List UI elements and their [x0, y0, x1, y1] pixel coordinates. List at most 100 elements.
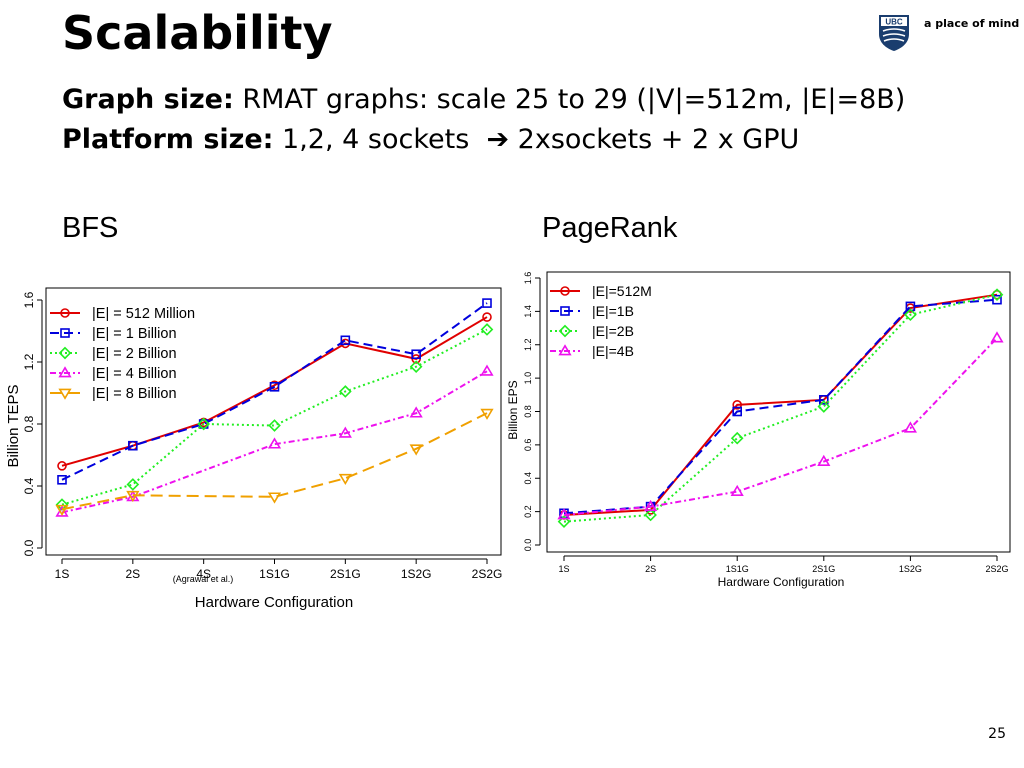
- pagerank-legend-marker: [560, 286, 570, 296]
- bfs-data-point: [482, 312, 492, 322]
- bfs-legend-marker: [60, 328, 70, 338]
- bfs-legend-label: |E| = 1 Billion: [92, 326, 177, 342]
- bfs-data-point: [480, 364, 494, 376]
- platform-size-line: Platform size: 1,2, 4 sockets ➔ 2xsocket…: [62, 126, 799, 153]
- bfs-x-tick-label: 1S: [55, 567, 70, 581]
- bfs-x-tick-label: 2S: [125, 567, 140, 581]
- bfs-data-point: [197, 417, 210, 431]
- graph-size-label: Graph size:: [62, 84, 234, 115]
- pagerank-data-point: [818, 395, 829, 405]
- bfs-x-axis-label: Hardware Configuration: [195, 594, 353, 611]
- bfs-data-point: [126, 478, 140, 491]
- bfs-plot-frame: [45, 287, 502, 556]
- ubc-logo: UBC: [879, 15, 909, 51]
- bfs-series-line: [61, 328, 488, 506]
- pagerank-y-tick-label: 1.2: [523, 338, 533, 351]
- bfs-data-point: [269, 381, 280, 392]
- bfs-y-tick-label: 1.2: [22, 353, 36, 370]
- bfs-y-tick-label: 0.8: [22, 415, 36, 432]
- pagerank-legend-marker: [558, 344, 572, 356]
- bfs-data-point: [55, 504, 69, 517]
- pagerank-y-tick-label: 0.4: [523, 472, 533, 485]
- bfs-x-tick-label: 2S1G: [330, 567, 361, 581]
- bfs-legend-label: |E| = 8 Billion: [92, 386, 177, 402]
- bfs-legend: |E| = 512 Million |E| = 1 Billion |E| = 2 …: [50, 306, 195, 402]
- platform-size-text: 1,2, 4 sockets: [273, 124, 470, 155]
- bfs-data-point: [339, 385, 352, 398]
- pagerank-series-line: [563, 337, 998, 516]
- pagerank-y-tick-label: 1.4: [523, 305, 533, 318]
- pagerank-y-axis-label: Billion EPS: [506, 380, 520, 439]
- pagerank-series-line: [563, 293, 998, 516]
- pagerank-y-tick-label: 0.8: [523, 405, 533, 418]
- page-number: 25: [988, 726, 1006, 742]
- pagerank-data-point: [903, 421, 918, 433]
- tagline: a place of mind: [924, 17, 1020, 30]
- pagerank-data-point: [817, 454, 831, 466]
- bfs-data-point: [482, 298, 492, 308]
- bfs-series-line: [61, 302, 488, 481]
- slide-title: Scalability: [62, 6, 333, 60]
- pagerank-legend-marker: [560, 306, 570, 316]
- bfs-x-tick-label: 4S: [196, 567, 211, 581]
- bfs-x-tick-label: 1S1G: [259, 567, 290, 581]
- bfs-x-tick-label: 2S2G: [472, 567, 503, 581]
- pagerank-x-axis-label: Hardware Configuration: [718, 575, 845, 589]
- bfs-data-point: [126, 490, 140, 503]
- bfs-data-point: [57, 474, 67, 485]
- bfs-y-tick-label: 0.0: [22, 539, 36, 556]
- bfs-x-tick-label: 1S2G: [401, 567, 432, 581]
- platform-size-label: Platform size:: [62, 124, 274, 155]
- bfs-annotation: (Agrawal et al.): [173, 574, 234, 584]
- logo-text: UBC: [885, 18, 903, 27]
- bfs-legend-marker: [58, 388, 72, 400]
- bfs-series-line: [61, 412, 488, 511]
- bfs-data-point: [338, 426, 352, 438]
- pagerank-data-point: [992, 294, 1002, 305]
- pagerank-data-point: [730, 484, 744, 497]
- pagerank-y-tick-label: 1.6: [523, 272, 533, 285]
- pagerank-x-tick-label: 2S1G: [812, 564, 835, 574]
- pagerank-legend-marker: [558, 324, 572, 338]
- bfs-data-point: [55, 498, 69, 511]
- bfs-legend-label: |E| = 512 Million: [92, 306, 195, 322]
- bfs-legend-label: |E| = 4 Billion: [92, 366, 177, 382]
- bfs-series-1: [57, 298, 492, 485]
- pagerank-legend-label: |E|=2B: [592, 323, 634, 339]
- bfs-series-4: [55, 408, 494, 517]
- pagerank-x-tick-label: 2S: [645, 564, 656, 574]
- pagerank-legend-label: |E|=512M: [592, 283, 652, 299]
- pagerank-data-point: [557, 508, 571, 520]
- bfs-series-2: [55, 323, 494, 511]
- pagerank-plot-frame: [546, 271, 1011, 553]
- pagerank-chart-label: PageRank: [542, 212, 678, 244]
- graph-size-text: RMAT graphs: scale 25 to 29 (|V|=512m, |…: [233, 84, 906, 115]
- bfs-data-point: [409, 360, 423, 373]
- pagerank-y-tick-label: 0.2: [523, 505, 533, 518]
- bfs-data-point: [411, 349, 421, 360]
- bfs-data-point: [480, 323, 494, 336]
- bfs-data-point: [338, 473, 352, 486]
- pagerank-series-3: [557, 331, 1004, 520]
- pagerank-data-point: [557, 515, 571, 528]
- graph-size-line: Graph size: RMAT graphs: scale 25 to 29 …: [62, 86, 905, 113]
- bfs-legend-marker: [58, 346, 72, 360]
- bfs-data-point: [340, 335, 351, 346]
- pagerank-data-point: [732, 406, 743, 417]
- bfs-legend-label: |E| = 2 Billion: [92, 346, 177, 362]
- pagerank-legend: |E|=512M |E|=1B |E|=2B |E|=4B: [550, 283, 652, 359]
- right-arrow-icon: ➔: [469, 124, 518, 155]
- pagerank-y-tick-label: 0.6: [523, 439, 533, 452]
- bfs-y-tick-label: 1.6: [22, 291, 36, 308]
- bfs-data-point: [409, 444, 423, 456]
- pagerank-data-point: [643, 499, 658, 512]
- bfs-series-line: [61, 370, 488, 514]
- bfs-y-tick-label: 0.4: [22, 477, 36, 494]
- platform-size-after: 2xsockets + 2 x GPU: [517, 124, 800, 155]
- pagerank-data-point: [904, 308, 917, 322]
- pagerank-data-point: [990, 288, 1004, 302]
- bfs-data-point: [57, 461, 67, 471]
- pagerank-y-tick-label: 0.0: [523, 539, 533, 552]
- pagerank-data-point: [730, 431, 744, 445]
